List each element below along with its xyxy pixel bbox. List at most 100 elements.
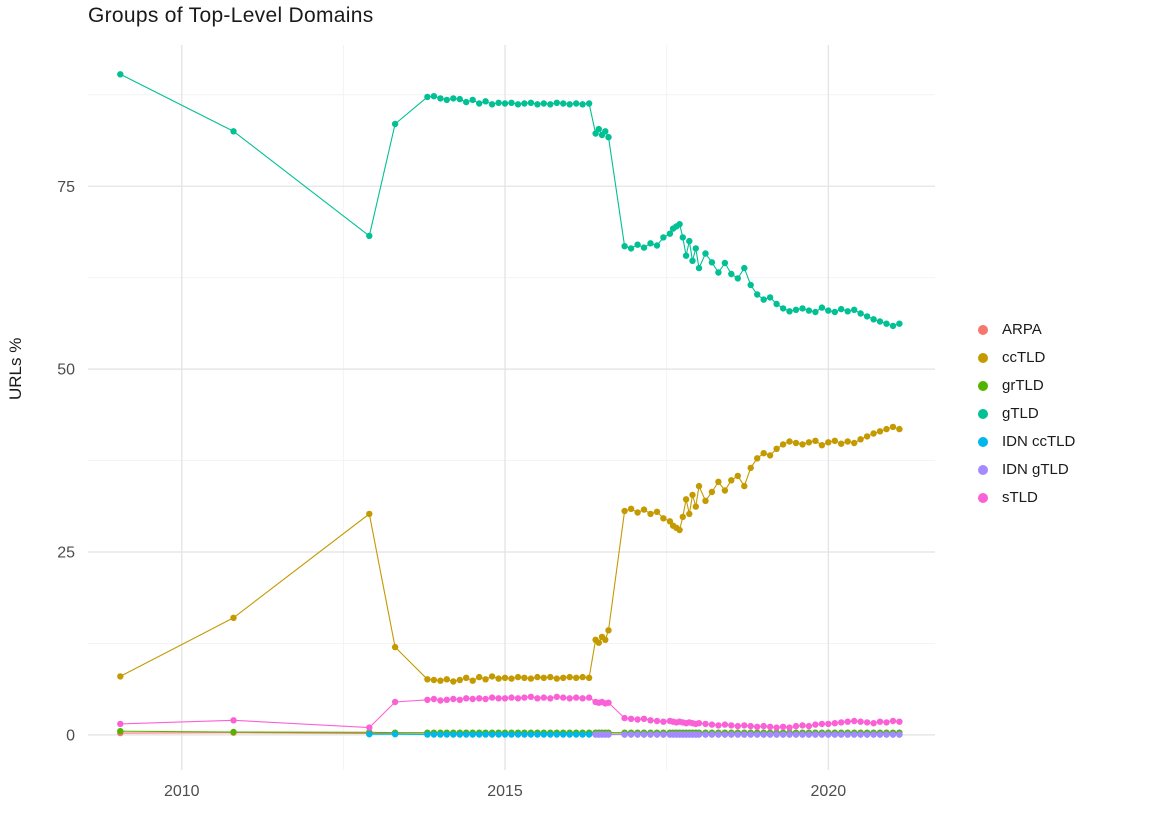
data-point-gtld xyxy=(766,294,774,301)
data-point-idn-gtld xyxy=(640,731,648,738)
data-point-cctld xyxy=(566,673,573,681)
data-point-idn-cctld xyxy=(443,731,450,738)
data-point-cctld xyxy=(721,487,729,494)
data-point-gtld xyxy=(514,101,522,108)
data-point-idn-gtld xyxy=(805,731,813,738)
data-point-cctld xyxy=(792,439,800,447)
data-point-stld xyxy=(450,695,457,703)
data-point-stld xyxy=(547,695,554,702)
data-point-idn-gtld xyxy=(660,731,667,738)
data-point-stld xyxy=(851,717,858,725)
data-point-cctld xyxy=(560,674,567,681)
data-point-stld xyxy=(566,695,573,702)
data-point-gtld xyxy=(831,308,838,316)
data-point-gtld xyxy=(592,130,599,137)
data-point-stld xyxy=(443,696,450,703)
data-point-gtld xyxy=(621,243,628,250)
data-point-gtld xyxy=(686,237,693,245)
data-point-cctld xyxy=(443,676,450,683)
data-point-idn-cctld xyxy=(540,731,547,738)
data-point-gtld xyxy=(366,232,373,240)
data-point-cctld xyxy=(741,482,748,490)
data-point-gtld xyxy=(825,307,832,314)
data-point-stld xyxy=(534,695,541,702)
data-point-cctld xyxy=(689,491,696,499)
data-point-cctld xyxy=(760,450,767,457)
data-point-stld xyxy=(640,715,648,722)
data-point-idn-gtld xyxy=(799,731,806,738)
data-point-idn-cctld xyxy=(547,731,554,738)
data-point-gtld xyxy=(469,96,476,104)
data-point-gtld xyxy=(779,305,787,312)
data-point-idn-gtld xyxy=(857,731,864,738)
data-point-stld xyxy=(482,695,489,703)
data-point-idn-gtld xyxy=(754,731,761,738)
data-point-stld xyxy=(831,720,838,727)
data-point-stld xyxy=(230,717,237,724)
data-point-gtld xyxy=(876,318,884,325)
series-line-gtld xyxy=(120,73,900,327)
data-point-stld xyxy=(857,718,864,725)
data-point-gtld xyxy=(456,95,463,103)
data-point-stld xyxy=(708,721,716,728)
data-point-stld xyxy=(728,722,735,729)
data-point-stld xyxy=(553,693,560,700)
series-gtld xyxy=(117,71,903,330)
data-point-gtld xyxy=(844,308,851,315)
data-point-stld xyxy=(779,723,787,730)
legend-item-gtld: gTLD xyxy=(978,404,1075,423)
data-point-cctld xyxy=(450,678,457,685)
data-point-idn-gtld xyxy=(605,731,612,738)
data-point-gtld xyxy=(640,244,648,251)
x-tick-label: 2010 xyxy=(164,783,200,800)
data-point-gtld xyxy=(476,100,483,107)
data-point-stld xyxy=(456,696,463,703)
data-point-cctld xyxy=(779,441,787,448)
data-point-gtld xyxy=(230,128,237,135)
data-point-idn-cctld xyxy=(366,731,373,738)
data-point-gtld xyxy=(566,101,573,108)
data-point-idn-cctld xyxy=(495,731,502,738)
data-point-stld xyxy=(501,695,509,702)
data-point-cctld xyxy=(495,675,502,682)
data-point-gtld xyxy=(553,99,560,107)
data-point-cctld xyxy=(547,673,554,681)
data-point-gtld xyxy=(450,95,457,102)
data-point-cctld xyxy=(695,482,703,490)
data-point-idn-gtld xyxy=(647,731,654,738)
data-point-gtld xyxy=(805,307,813,314)
data-point-idn-cctld xyxy=(482,731,489,738)
legend-item-stld: sTLD xyxy=(978,488,1075,507)
data-point-stld xyxy=(702,720,709,728)
x-tick-label: 2020 xyxy=(811,783,847,800)
data-point-cctld xyxy=(424,676,431,683)
data-point-cctld xyxy=(889,423,897,431)
data-point-cctld xyxy=(773,445,780,452)
data-point-stld xyxy=(488,694,496,701)
data-point-stld xyxy=(863,719,871,726)
data-point-gtld xyxy=(883,320,890,327)
data-point-gtld xyxy=(585,100,593,107)
data-point-stld xyxy=(573,694,580,701)
data-point-gtld xyxy=(117,71,124,78)
data-point-stld xyxy=(825,720,832,728)
data-point-cctld xyxy=(534,673,541,681)
series-idn-gtld xyxy=(592,731,903,738)
data-point-cctld xyxy=(430,676,438,684)
legend-dot-icon xyxy=(978,436,988,447)
legend-dot-icon xyxy=(978,352,988,363)
data-point-cctld xyxy=(682,496,690,503)
data-point-stld xyxy=(605,699,612,706)
data-point-gtld xyxy=(501,100,509,107)
data-point-cctld xyxy=(747,464,754,472)
data-point-cctld xyxy=(391,643,399,651)
data-point-stld xyxy=(621,714,628,722)
data-point-gtld xyxy=(786,308,793,315)
data-point-gtld xyxy=(695,264,703,272)
data-point-idn-cctld xyxy=(488,731,496,738)
data-point-cctld xyxy=(870,430,877,437)
data-point-cctld xyxy=(857,436,864,443)
data-point-gtld xyxy=(863,313,871,320)
